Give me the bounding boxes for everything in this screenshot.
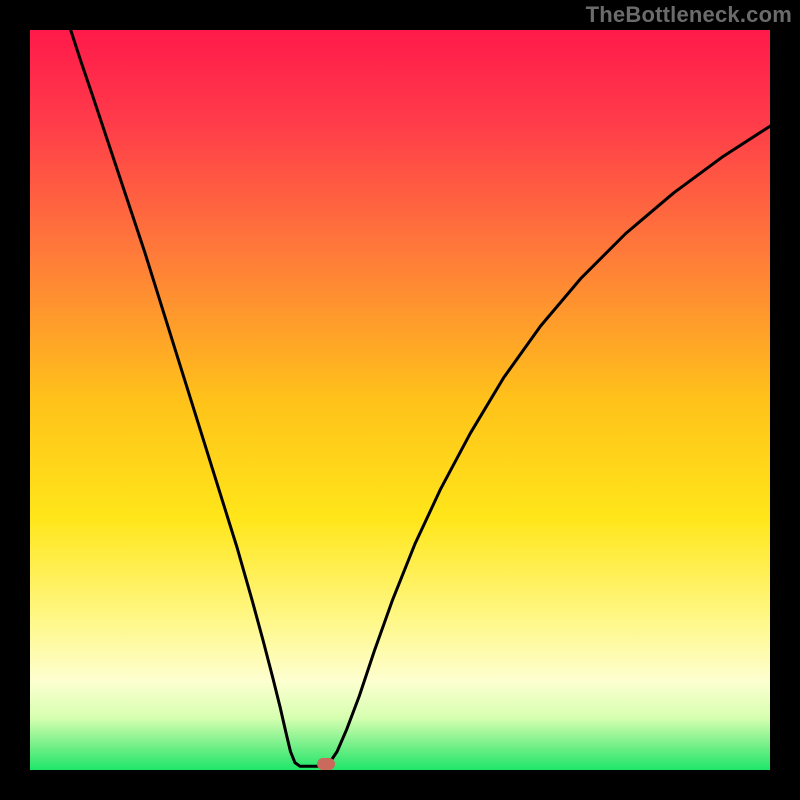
optimum-marker [317, 758, 335, 770]
plot-area [30, 30, 770, 770]
bottleneck-curve [30, 30, 770, 770]
watermark-text: TheBottleneck.com [586, 2, 792, 28]
chart-container: TheBottleneck.com [0, 0, 800, 800]
